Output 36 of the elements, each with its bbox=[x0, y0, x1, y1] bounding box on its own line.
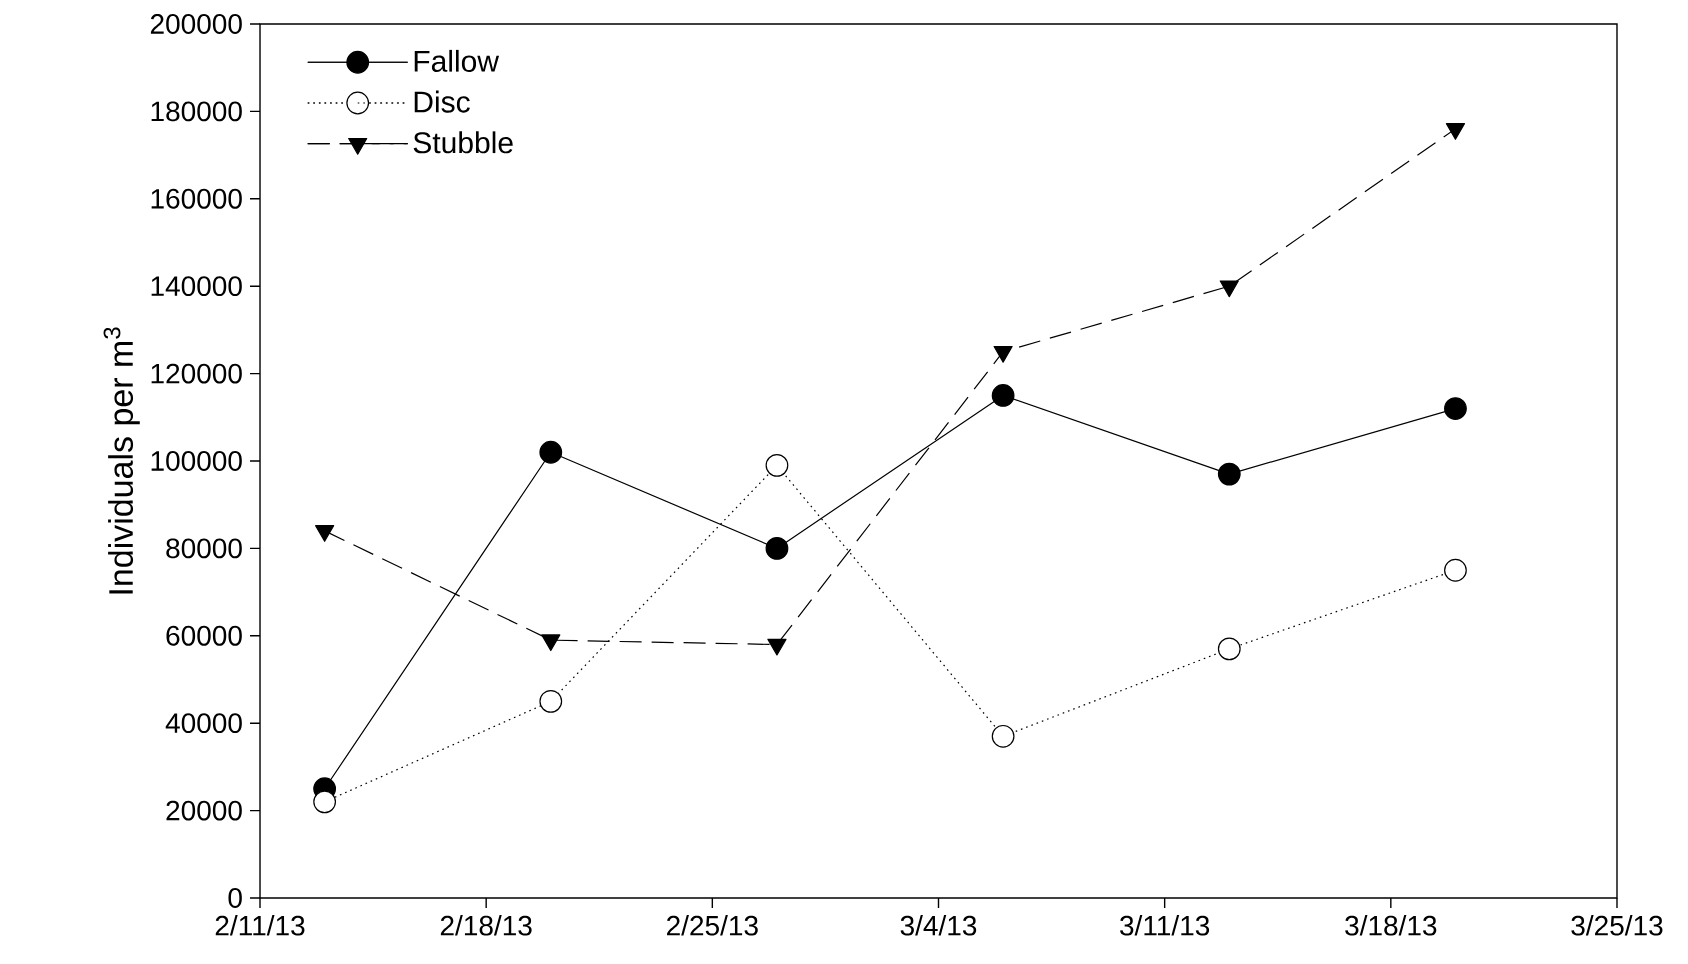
x-tick-label: 3/25/13 bbox=[1571, 915, 1663, 936]
y-tick-label: 60000 bbox=[166, 625, 242, 646]
x-tick-label: 2/25/13 bbox=[667, 915, 758, 936]
y-tick-label: 180000 bbox=[151, 101, 242, 122]
point bbox=[991, 384, 1015, 407]
y-tick-label: 160000 bbox=[151, 188, 242, 209]
point bbox=[1445, 123, 1466, 140]
y-tick-label: 0 bbox=[228, 888, 242, 908]
y-axis-title: Individuals per m$^{3}$ bbox=[103, 327, 140, 594]
x-tick-label: 3/11/13 bbox=[1120, 915, 1210, 936]
y-tick-label: 20000 bbox=[166, 800, 242, 821]
point bbox=[539, 689, 563, 713]
point bbox=[1444, 558, 1467, 582]
y-tick-label: 40000 bbox=[165, 713, 242, 734]
point bbox=[1217, 462, 1241, 486]
point bbox=[1217, 637, 1241, 661]
y-tick-label: 100000 bbox=[151, 451, 242, 471]
point bbox=[313, 790, 337, 814]
x-tick-label: 2/18/13 bbox=[440, 915, 532, 936]
point bbox=[765, 453, 789, 477]
point bbox=[991, 724, 1015, 748]
y-tick-label: 120000 bbox=[151, 363, 242, 384]
point bbox=[1219, 280, 1239, 298]
y-tick-label: 80000 bbox=[166, 538, 242, 559]
point bbox=[765, 536, 789, 560]
legend-label: Stubble bbox=[413, 131, 513, 154]
legend-label: Disc bbox=[414, 90, 470, 113]
point bbox=[1444, 397, 1467, 420]
point bbox=[539, 440, 563, 464]
x-tick-label: 3/4/13 bbox=[900, 915, 977, 936]
x-tick-label: 2/11/13 bbox=[215, 915, 305, 936]
point bbox=[993, 345, 1013, 363]
y-tick-label: 140000 bbox=[151, 276, 242, 297]
x-tick-label: 3/18/13 bbox=[1345, 915, 1437, 936]
legend-label: Fallow bbox=[414, 49, 500, 72]
y-tick-label: 200000 bbox=[150, 14, 242, 34]
